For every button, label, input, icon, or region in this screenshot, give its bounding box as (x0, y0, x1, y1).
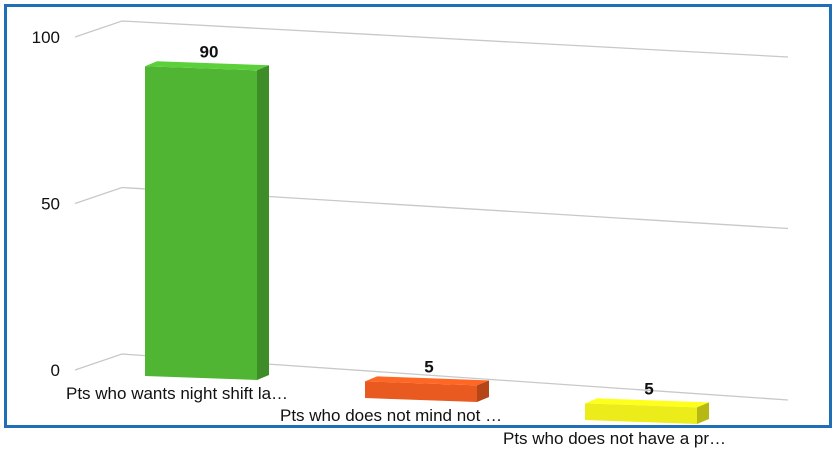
y-tick-label: 0 (51, 361, 60, 380)
data-label: 5 (644, 379, 653, 398)
gridline (74, 186, 789, 230)
gridline (74, 20, 789, 58)
bar (585, 398, 709, 424)
bar-front (145, 66, 257, 381)
bar (365, 376, 489, 402)
y-tick-label: 50 (41, 195, 60, 214)
category-labels: Pts who wants night shift la… Pts who doe… (66, 384, 726, 448)
bar-front (585, 403, 697, 424)
bar-top (585, 398, 709, 408)
bars (145, 61, 709, 424)
bar (145, 61, 269, 381)
chart-frame (4, 4, 832, 428)
bar-front (365, 381, 477, 402)
bar-top (365, 376, 489, 386)
data-label: 90 (200, 42, 219, 61)
category-label: Pts who does not have a pr… (503, 429, 726, 448)
data-label: 5 (424, 357, 433, 376)
category-label: Pts who does not mind not … (280, 406, 502, 425)
bar-side (697, 402, 709, 424)
category-label: Pts who wants night shift la… (66, 384, 288, 403)
bar-side (257, 65, 269, 381)
gridlines (74, 20, 789, 401)
y-axis-ticks: 0 50 100 (32, 28, 60, 380)
bar-side (477, 380, 489, 402)
y-tick-label: 100 (32, 28, 60, 47)
bar-top (145, 61, 269, 71)
data-labels: 90 5 5 (200, 42, 654, 398)
gridline (74, 353, 789, 401)
